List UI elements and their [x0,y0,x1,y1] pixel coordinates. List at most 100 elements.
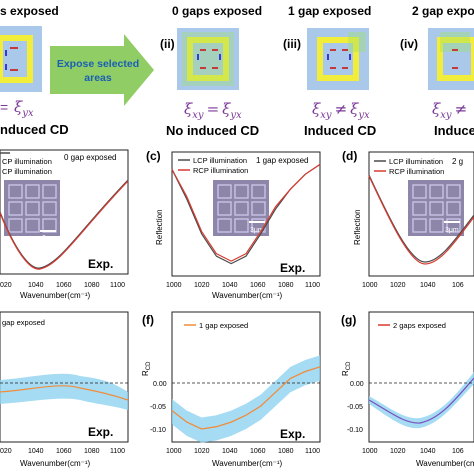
tile-i [0,26,42,92]
panel-g-xtick-0: 1000 [362,448,378,455]
panel-f-series-0 [171,366,321,430]
panel-c-ylabel: Reflection [155,209,164,245]
panel-b-xtick-2: 1060 [56,282,72,289]
panel-f-xtick-5: 1100 [305,448,320,455]
panel-ii-label: (ii) [160,37,175,51]
panel-c-xtick-1: 1020 [194,282,210,289]
panel-f-xtick-1: 1020 [194,448,210,455]
panel-d-rcp-line [368,175,474,265]
panel-f-xtick-3: 1060 [250,448,266,455]
panel-f-ytick-1: -0.05 [150,404,166,411]
panel-e-legend: gap exposed [2,318,45,327]
panel-d-xtick-0: 1000 [362,282,378,289]
panel-e-xtick-4: 1100 [110,448,125,455]
panel-f-ytick-2: -0.10 [150,427,166,434]
panel-c-xtick-3: 1060 [250,282,266,289]
panel-f-ylabel: RCD [141,361,152,376]
panel-iii-caption: Induced CD [304,123,376,138]
panel-iii-label: (iii) [283,37,301,51]
panel-e-mean [0,385,129,401]
panel-g-xlabel: Wavenumber(cm [416,459,474,468]
panel-f-band [172,355,320,443]
panel-d: (d) Reflection LCP illumination RCP illu… [342,149,474,289]
panel-f-xtick-0: 1000 [166,448,182,455]
panel-e: gap exposed Exp. 020 1040 1060 1080 1100… [0,311,129,468]
panel-c-xtick-2: 1040 [222,282,238,289]
panel-f-xlabel: Wavenumber(cm⁻¹) [212,459,282,468]
panel-ii-caption: No induced CD [166,123,259,138]
panel-f-label: (f) [142,313,154,327]
panel-g: (g) RCD 2 gaps exposed 0.00 -0.05 -0.10 … [341,311,474,468]
panel-b-scale: 3μm [42,235,56,242]
panel-c-xtick-0: 1000 [166,282,182,289]
panel-d-xtick-2: 1040 [420,282,436,289]
panel-g-band [369,372,474,429]
panel-iv-relation: ξxy ≠ [432,100,467,121]
panel-f-xtick-4: 1080 [278,448,294,455]
panel-c-label: (c) [146,149,161,163]
panel-e-band [0,373,128,410]
panel-c-xtick-5: 1100 [305,282,320,289]
panel-g-legend: 2 gaps exposed [393,321,446,330]
panel-f-ytick-0: 0.00 [153,381,167,388]
panel-i-heading: s exposed [0,4,59,18]
panel-d-legend-0: LCP illumination [389,157,443,166]
panel-d-legend-1: RCP illumination [389,167,444,176]
panel-c: (c) Reflection LCP illumination RCP illu… [146,149,321,300]
panel-f-exp: Exp. [280,427,305,441]
panel-d-xtick-3: 106 [452,282,464,289]
tile-iii [307,28,369,90]
panel-b-xtick-1: 1040 [28,282,44,289]
panel-d-micrograph: 3μm [408,180,464,236]
panel-f-xtick-2: 1040 [222,448,238,455]
panel-g-ytick-0: 0.00 [350,381,364,388]
panel-b-xtick-4: 1100 [110,282,125,289]
panel-i-caption: nduced CD [0,122,69,137]
panel-iv-label: (iv) [400,37,418,51]
panel-b-annotation: 0 gap exposed [64,153,117,162]
tile-ii [177,28,239,90]
panel-g-ytick-1: -0.05 [347,404,363,411]
panel-ii-heading: 0 gaps exposed [172,4,262,18]
panel-b-micrograph: 3μm [4,180,60,242]
panel-f-legend: 1 gap exposed [199,321,248,330]
panel-i-relation-xi: ξyx [14,98,34,119]
panel-c-legend-0: LCP illumination [193,156,247,165]
panel-e-xtick-1: 1040 [28,448,44,455]
panel-iv-caption: Induce [434,123,474,138]
panel-c-micrograph: 3μm [213,180,269,236]
panel-g-ylabel: RCD [341,361,352,376]
panel-c-xtick-4: 1080 [278,282,294,289]
panel-e-xtick-2: 1060 [56,448,72,455]
panel-b: CP illumination CP illumination 0 gap ex… [0,149,129,300]
panel-c-annotation: 1 gap exposed [256,156,309,165]
panel-b-xtick-3: 1080 [84,282,100,289]
panel-d-annotation: 2 g [452,157,463,166]
panel-iii-relation: ξxy ≠ ξyx [312,100,370,121]
panel-iv-heading: 2 gap expo [412,4,474,18]
panel-b-xlabel: Wavenumber(cm⁻¹) [20,291,90,300]
tile-iv [428,28,474,90]
panel-g-mean [368,377,474,424]
panel-g-ytick-2: -0.10 [347,427,363,434]
panel-d-scale: 3μm [445,227,459,234]
panel-e-xtick-3: 1080 [84,448,100,455]
panel-e-exp: Exp. [88,425,113,439]
panel-e-xtick-0: 020 [0,448,12,455]
arrow-text-line1: Expose selected [57,58,139,70]
panel-b-legend-1: CP illumination [2,167,52,176]
panel-iii-heading: 1 gap exposed [288,4,371,18]
panel-b-xtick-0: 020 [0,282,12,289]
panel-b-rcp-line [0,180,129,270]
panel-d-ylabel: Reflection [353,209,362,245]
panel-d-label: (d) [342,149,357,163]
panel-ii-relation: ξxy = ξyx [184,100,242,121]
panel-b-exp: Exp. [88,257,113,271]
panel-i-relation-eq: = [0,99,8,115]
panel-c-xlabel: Wavenumber(cm⁻¹) [212,291,282,300]
panel-g-xtick-1: 1020 [390,448,406,455]
arrow-text-line2: areas [84,72,112,84]
panel-f: (f) RCD 1 gap exposed Exp. 0.00 -0.05 -0… [141,311,321,468]
